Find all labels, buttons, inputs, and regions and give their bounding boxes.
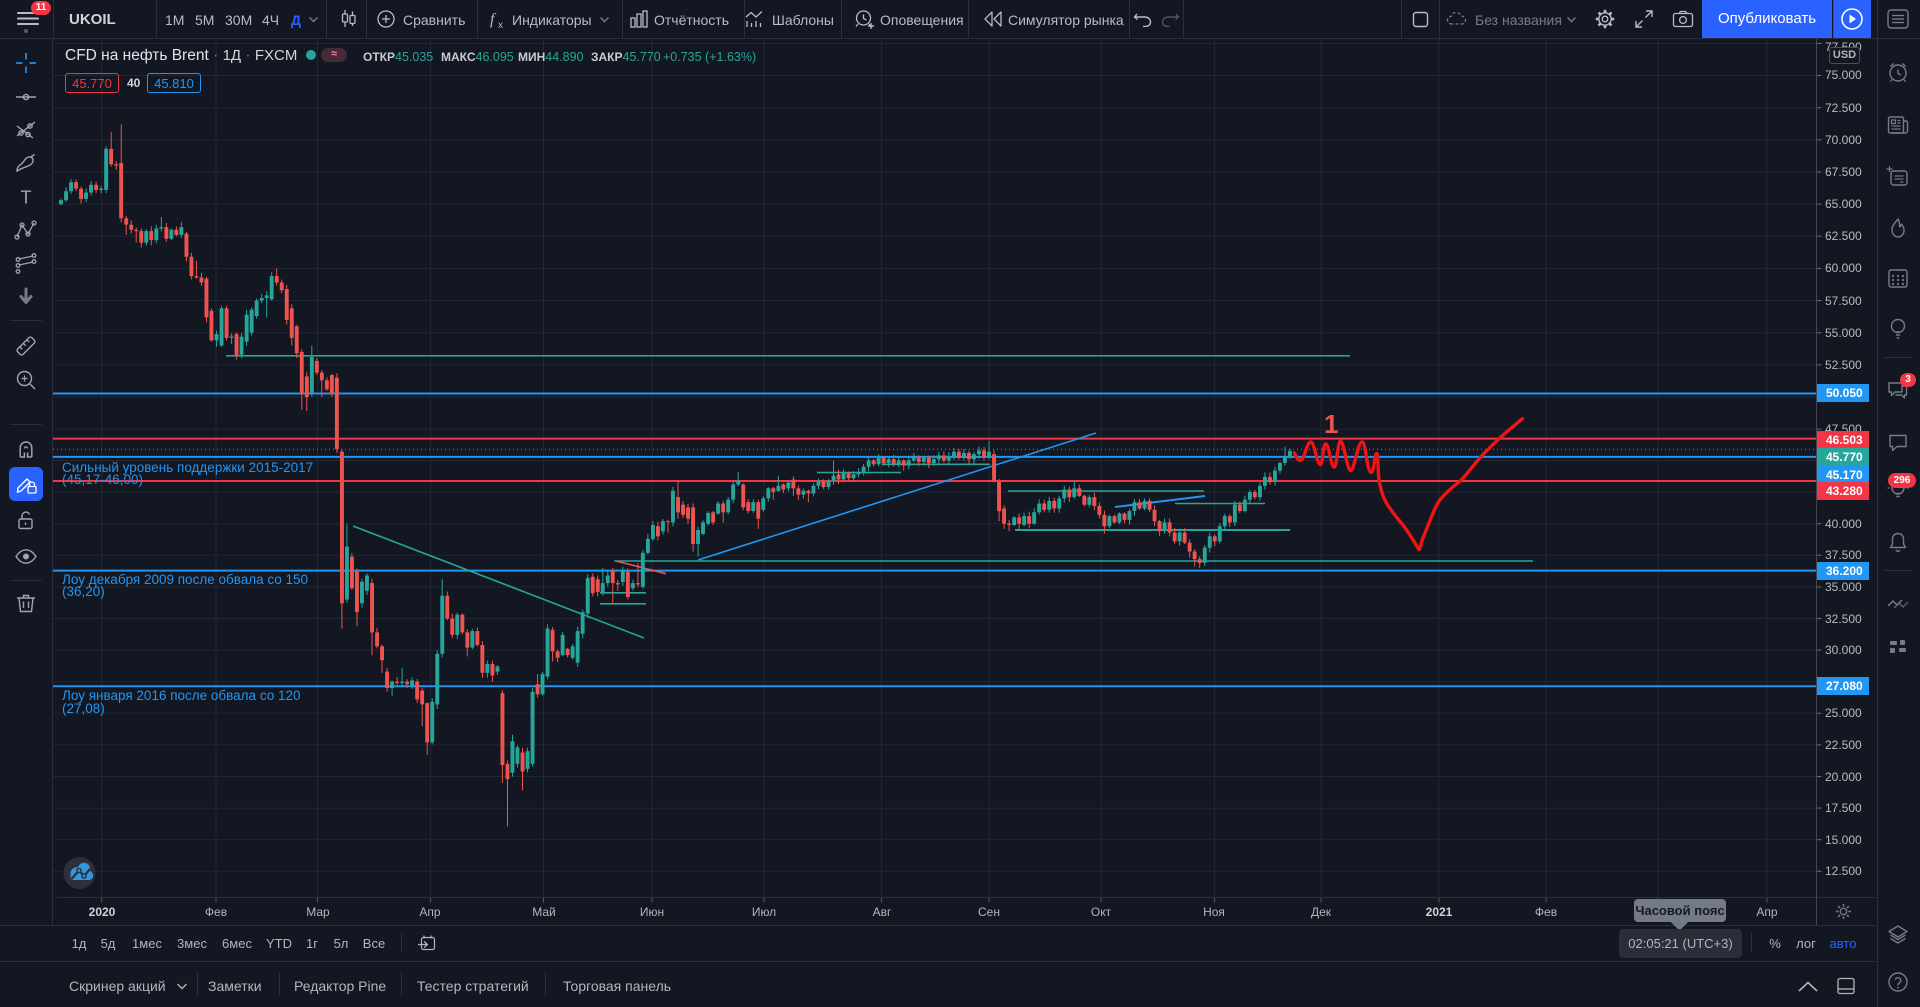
svg-text:T: T xyxy=(21,188,32,208)
svg-text:f: f xyxy=(490,11,497,28)
svg-text:x: x xyxy=(498,20,503,29)
